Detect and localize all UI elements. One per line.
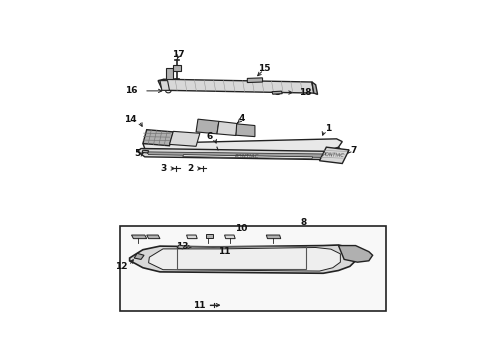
Text: 15: 15 — [258, 64, 270, 73]
Polygon shape — [217, 121, 238, 135]
Polygon shape — [137, 147, 342, 159]
Polygon shape — [272, 91, 282, 94]
Polygon shape — [267, 235, 281, 239]
Polygon shape — [339, 246, 372, 262]
Polygon shape — [177, 245, 185, 249]
Bar — [177, 246, 306, 269]
Polygon shape — [312, 82, 318, 94]
Bar — [120, 226, 386, 311]
Text: 12: 12 — [115, 262, 128, 271]
Text: 6: 6 — [207, 131, 213, 140]
Text: 2: 2 — [187, 164, 194, 173]
Text: 18: 18 — [298, 88, 311, 97]
Text: 1: 1 — [325, 124, 331, 133]
Text: 13: 13 — [176, 242, 189, 251]
Polygon shape — [224, 235, 235, 239]
Polygon shape — [143, 139, 342, 151]
Text: 14: 14 — [124, 114, 136, 123]
Text: 10: 10 — [235, 224, 248, 233]
Text: 4: 4 — [239, 114, 245, 123]
Polygon shape — [131, 235, 147, 239]
Polygon shape — [160, 81, 170, 90]
Text: 5: 5 — [134, 149, 140, 158]
Polygon shape — [236, 124, 255, 136]
Polygon shape — [319, 147, 349, 163]
Polygon shape — [142, 150, 148, 153]
Text: 7: 7 — [351, 146, 357, 155]
Polygon shape — [166, 68, 173, 79]
Polygon shape — [158, 79, 166, 90]
Text: 3: 3 — [161, 164, 167, 173]
Polygon shape — [148, 247, 341, 271]
Polygon shape — [129, 245, 356, 273]
Polygon shape — [187, 235, 197, 239]
Text: 17: 17 — [172, 50, 185, 59]
Polygon shape — [164, 79, 314, 93]
Text: 8: 8 — [300, 218, 307, 227]
Polygon shape — [134, 253, 144, 260]
Polygon shape — [183, 155, 313, 159]
Polygon shape — [247, 78, 263, 82]
Polygon shape — [206, 234, 213, 238]
Polygon shape — [170, 131, 200, 146]
Text: 11: 11 — [218, 247, 231, 256]
Polygon shape — [196, 119, 219, 134]
Text: 11: 11 — [193, 301, 206, 310]
Polygon shape — [147, 152, 333, 157]
Text: PONTIAC: PONTIAC — [323, 152, 345, 158]
Text: 16: 16 — [124, 86, 137, 95]
Polygon shape — [147, 235, 160, 239]
Polygon shape — [143, 130, 173, 146]
Polygon shape — [173, 66, 181, 71]
Text: 9: 9 — [356, 255, 362, 264]
Text: PONTIAC: PONTIAC — [235, 154, 260, 159]
